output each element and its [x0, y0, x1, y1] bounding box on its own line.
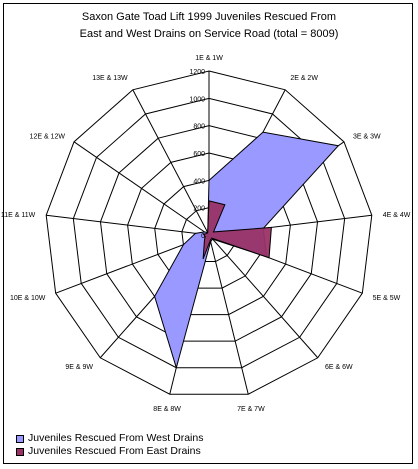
- grid-ring-6: [45, 70, 373, 395]
- grid-spoke-13: [132, 89, 210, 236]
- legend: Juveniles Rescued From West Drains Juven…: [16, 432, 203, 458]
- series-2-area: [202, 200, 272, 260]
- chart-title: Saxon Gate Toad Lift 1999 Juveniles Resc…: [0, 9, 418, 43]
- category-label-4: 4E & 4W: [383, 212, 411, 219]
- category-label-2: 2E & 2W: [290, 75, 318, 82]
- grid-spoke-11: [46, 214, 210, 236]
- legend-swatch-west: [16, 434, 24, 443]
- legend-swatch-east: [16, 447, 24, 456]
- radar-series: [154, 131, 340, 370]
- radial-tick-labels: 0 200 400 600 800 1000 1200: [189, 69, 205, 240]
- category-label-9: 9E & 9W: [65, 364, 93, 371]
- category-label-6: 6E & 6W: [325, 364, 353, 371]
- category-label-7: 7E & 7W: [237, 406, 265, 413]
- grid-spoke-6: [208, 234, 319, 359]
- legend-entry-east: Juveniles Rescued From East Drains: [16, 445, 203, 458]
- category-label-11: 11E & 11W: [1, 212, 36, 219]
- category-label-10: 10E & 10W: [10, 295, 46, 302]
- grid-spoke-12: [73, 141, 210, 236]
- chart-title-line-1: Saxon Gate Toad Lift 1999 Juveniles Resc…: [81, 11, 337, 23]
- tick-label-800: 800: [193, 124, 205, 131]
- tick-label-400: 400: [193, 178, 205, 185]
- category-label-13: 13E & 13W: [92, 75, 128, 82]
- category-label-5: 5E & 5W: [373, 295, 401, 302]
- category-label-8: 8E & 8W: [153, 406, 181, 413]
- chart-title-line-2: East and West Drains on Service Road (to…: [79, 28, 339, 40]
- tick-label-200: 200: [193, 206, 205, 213]
- category-label-1: 1E & 1W: [195, 55, 223, 62]
- category-label-3: 3E & 3W: [353, 134, 381, 141]
- grid-spoke-7: [208, 234, 249, 395]
- tick-label-1000: 1000: [189, 96, 205, 103]
- legend-label-east: Juveniles Rescued From East Drains: [28, 445, 201, 457]
- category-labels: 1E & 1W 2E & 2W 3E & 3W 4E & 4W 5E & 5W 6E & …: [1, 55, 411, 413]
- tick-label-0: 0: [201, 233, 205, 240]
- grid-ring-5: [72, 97, 346, 369]
- legend-label-west: Juveniles Rescued From West Drains: [28, 432, 204, 444]
- legend-entry-west: Juveniles Rescued From West Drains: [16, 432, 203, 445]
- category-label-12: 12E & 12W: [30, 134, 66, 141]
- tick-label-1200: 1200: [189, 69, 205, 76]
- tick-label-600: 600: [193, 151, 205, 158]
